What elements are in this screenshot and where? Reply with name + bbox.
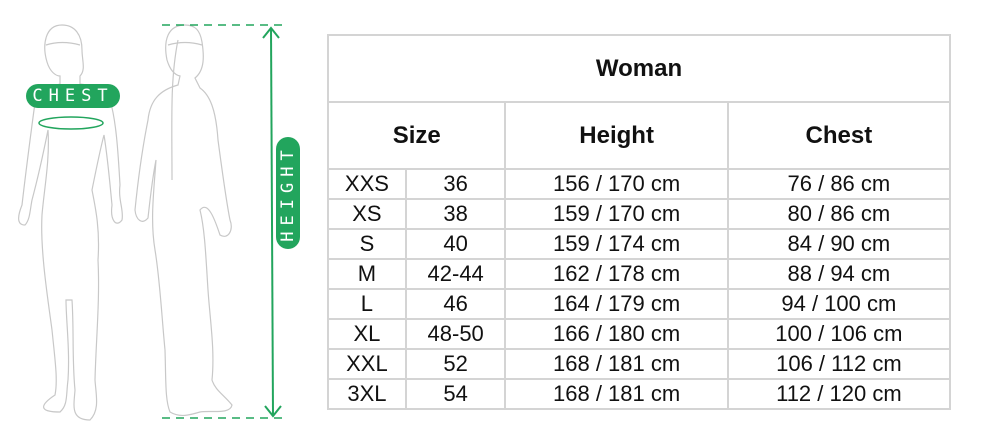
table-row: S 40 159 / 174 cm 84 / 90 cm bbox=[327, 228, 952, 260]
cell-eu: 42-44 bbox=[404, 258, 507, 290]
table-row: XS 38 159 / 170 cm 80 / 86 cm bbox=[327, 198, 952, 230]
cell-eu: 46 bbox=[404, 288, 507, 320]
table-row: XXL 52 168 / 181 cm 106 / 112 cm bbox=[327, 348, 952, 380]
cell-size: S bbox=[327, 228, 407, 260]
cell-chest: 100 / 106 cm bbox=[726, 318, 952, 350]
cell-size: M bbox=[327, 258, 407, 290]
cell-chest: 84 / 90 cm bbox=[726, 228, 952, 260]
cell-eu: 48-50 bbox=[404, 318, 507, 350]
cell-height: 162 / 178 cm bbox=[504, 258, 729, 290]
cell-height: 166 / 180 cm bbox=[504, 318, 729, 350]
header-height: Height bbox=[504, 101, 729, 170]
cell-size: XXL bbox=[327, 348, 407, 380]
table-title: Woman bbox=[327, 34, 951, 103]
cell-height: 168 / 181 cm bbox=[504, 378, 729, 410]
cell-eu: 38 bbox=[404, 198, 507, 230]
table-row: XXS 36 156 / 170 cm 76 / 86 cm bbox=[327, 168, 952, 200]
cell-chest: 88 / 94 cm bbox=[726, 258, 952, 290]
table-row: L 46 164 / 179 cm 94 / 100 cm bbox=[327, 288, 952, 320]
size-chart-table: Woman Size Height Chest XXS 36 156 / 170 c… bbox=[326, 34, 952, 410]
cell-size: 3XL bbox=[327, 378, 407, 410]
header-chest: Chest bbox=[726, 101, 952, 170]
cell-eu: 40 bbox=[404, 228, 507, 260]
cell-height: 156 / 170 cm bbox=[504, 168, 729, 200]
cell-height: 164 / 179 cm bbox=[504, 288, 729, 320]
cell-chest: 94 / 100 cm bbox=[726, 288, 952, 320]
table-row: M 42-44 162 / 178 cm 88 / 94 cm bbox=[327, 258, 952, 290]
cell-size: XS bbox=[327, 198, 407, 230]
cell-eu: 36 bbox=[404, 168, 507, 200]
cell-height: 168 / 181 cm bbox=[504, 348, 729, 380]
cell-size: XL bbox=[327, 318, 407, 350]
cell-chest: 112 / 120 cm bbox=[726, 378, 952, 410]
height-label-text: HEIGHT bbox=[278, 144, 298, 242]
body-measurement-illustration: CHEST HEIGHT bbox=[0, 0, 320, 436]
cell-chest: 80 / 86 cm bbox=[726, 198, 952, 230]
cell-size: L bbox=[327, 288, 407, 320]
female-figures bbox=[18, 24, 282, 421]
front-figure bbox=[18, 24, 124, 421]
cell-height: 159 / 174 cm bbox=[504, 228, 729, 260]
height-arrow bbox=[162, 24, 282, 419]
cell-size: XXS bbox=[327, 168, 407, 200]
cell-eu: 52 bbox=[404, 348, 507, 380]
table-row: 3XL 54 168 / 181 cm 112 / 120 cm bbox=[327, 378, 952, 410]
cell-chest: 76 / 86 cm bbox=[726, 168, 952, 200]
cell-chest: 106 / 112 cm bbox=[726, 348, 952, 380]
chest-label: CHEST bbox=[26, 84, 120, 108]
cell-eu: 54 bbox=[404, 378, 507, 410]
header-size: Size bbox=[326, 101, 507, 170]
cell-height: 159 / 170 cm bbox=[504, 198, 729, 230]
height-label: HEIGHT bbox=[276, 137, 300, 249]
back-figure bbox=[134, 24, 233, 417]
chest-measure-ring bbox=[38, 116, 104, 130]
table-row: XL 48-50 166 / 180 cm 100 / 106 cm bbox=[327, 318, 952, 350]
